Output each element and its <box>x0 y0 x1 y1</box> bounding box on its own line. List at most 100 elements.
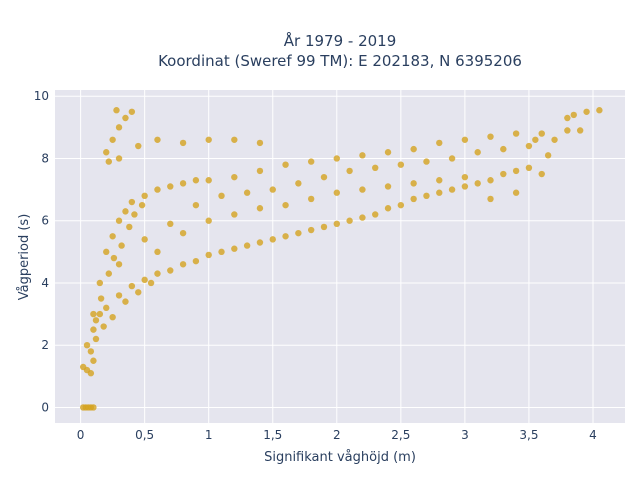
data-point <box>474 180 481 187</box>
y-tick-label: 2 <box>41 338 49 352</box>
data-point <box>122 298 129 305</box>
data-point <box>333 155 340 162</box>
x-tick-label: 2 <box>333 428 341 442</box>
data-point <box>256 139 264 147</box>
data-point <box>105 158 112 165</box>
data-point <box>90 404 97 411</box>
data-point <box>269 236 276 243</box>
data-point <box>384 205 392 212</box>
data-point <box>154 186 161 193</box>
x-axis-title: Signifikant våghöjd (m) <box>264 450 416 465</box>
data-point <box>256 167 264 175</box>
data-point <box>532 136 539 143</box>
data-point <box>231 211 238 218</box>
data-point <box>205 251 212 259</box>
data-point <box>103 304 110 312</box>
y-tick-label: 10 <box>34 89 49 103</box>
data-point <box>487 133 494 140</box>
data-point <box>205 177 212 184</box>
data-point <box>423 158 430 165</box>
data-point <box>512 167 520 175</box>
data-point <box>487 195 494 203</box>
y-tick-label: 6 <box>41 214 49 228</box>
data-point <box>512 189 520 196</box>
data-point <box>436 139 443 147</box>
data-point <box>243 242 251 249</box>
data-point <box>135 289 142 296</box>
data-point <box>320 223 328 231</box>
data-point <box>141 236 148 243</box>
data-point <box>307 195 315 203</box>
data-point <box>109 136 116 143</box>
data-point <box>256 239 264 246</box>
data-point <box>147 279 155 287</box>
data-point <box>461 136 469 143</box>
data-point <box>423 192 430 200</box>
data-point <box>218 192 225 200</box>
data-point <box>436 189 443 196</box>
data-point <box>115 292 123 299</box>
data-point <box>525 164 533 172</box>
data-point <box>295 229 302 237</box>
x-tick-label: 0 <box>77 428 85 442</box>
x-tick-label: 3 <box>461 428 469 442</box>
data-point <box>500 145 507 153</box>
data-point <box>96 310 104 318</box>
data-point <box>179 180 187 187</box>
data-point <box>564 114 571 122</box>
data-point <box>128 198 136 206</box>
data-point <box>167 220 174 228</box>
data-point <box>87 370 95 377</box>
data-point <box>487 177 494 184</box>
data-point <box>333 220 340 228</box>
data-point <box>320 173 328 181</box>
data-point <box>397 161 405 168</box>
data-point <box>118 242 125 249</box>
x-tick-label: 1,5 <box>263 428 282 442</box>
x-tick-label: 0,5 <box>135 428 154 442</box>
data-point <box>448 155 456 162</box>
x-tick-label: 3,5 <box>519 428 538 442</box>
data-point <box>397 201 405 209</box>
data-point <box>282 161 289 168</box>
data-point <box>167 267 174 274</box>
data-point <box>100 323 107 330</box>
data-point <box>596 107 603 114</box>
data-point <box>179 229 187 237</box>
data-point <box>92 335 100 343</box>
data-point <box>105 270 112 277</box>
data-point <box>83 341 91 349</box>
data-point <box>135 142 142 150</box>
chart-title-line1: År 1979 - 2019 <box>284 31 397 50</box>
data-point <box>87 348 95 355</box>
data-point <box>583 108 590 115</box>
data-point <box>474 149 481 156</box>
data-point <box>115 155 123 162</box>
data-point <box>90 310 97 318</box>
data-point <box>192 201 200 209</box>
data-point <box>307 158 315 165</box>
data-point <box>141 192 148 200</box>
data-point <box>231 245 238 252</box>
data-point <box>115 217 123 224</box>
data-point <box>359 152 366 159</box>
data-point <box>525 142 533 150</box>
data-point <box>346 217 353 224</box>
y-ticks-layer: 0 2 4 6 8 10 <box>34 89 49 414</box>
data-point <box>109 233 116 240</box>
data-point <box>570 111 577 119</box>
data-point <box>138 201 146 209</box>
data-point <box>90 357 97 364</box>
data-point <box>372 164 379 172</box>
data-point <box>128 108 136 115</box>
data-point <box>544 152 552 159</box>
data-point <box>384 183 392 190</box>
data-point <box>90 326 97 333</box>
data-point <box>333 189 340 196</box>
data-point <box>346 167 353 175</box>
y-axis-title: Vågperiod (s) <box>17 214 32 301</box>
data-point <box>154 248 161 256</box>
data-point <box>92 317 100 324</box>
